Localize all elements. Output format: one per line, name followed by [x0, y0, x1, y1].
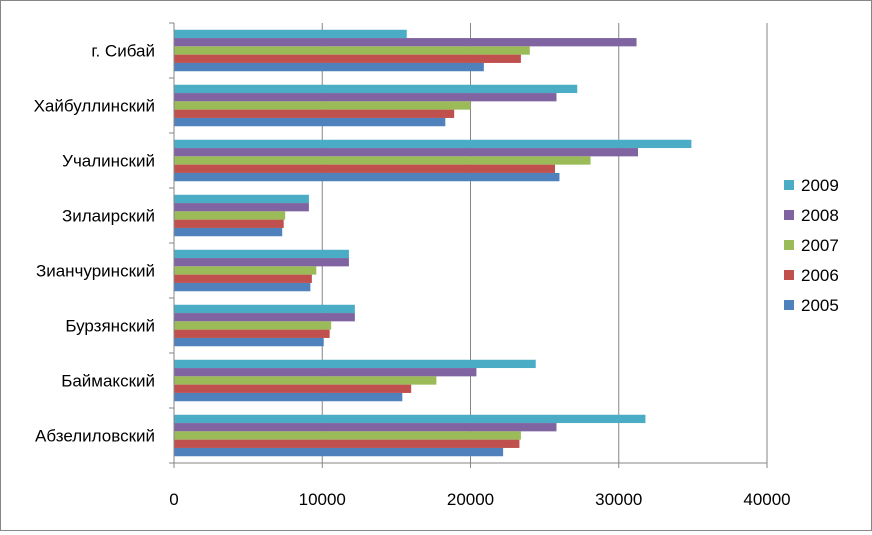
bar-2006-7 — [174, 439, 520, 448]
value-tick-label: 10000 — [299, 490, 346, 509]
bar-2006-1 — [174, 109, 455, 118]
bar-2009-3 — [174, 194, 309, 204]
category-label: Бурзянский — [65, 317, 155, 336]
bars — [174, 29, 692, 457]
bar-2008-6 — [174, 368, 477, 377]
bar-2005-5 — [174, 337, 324, 347]
category-label: Абзелиловский — [35, 427, 155, 446]
bar-2008-2 — [174, 148, 639, 157]
category-label: Хайбуллинский — [34, 97, 155, 116]
bar-2005-0 — [174, 62, 484, 72]
bar-2006-0 — [174, 54, 521, 63]
value-tick-label: 20000 — [447, 490, 494, 509]
legend-swatch-2007 — [784, 240, 794, 250]
bar-2006-5 — [174, 329, 330, 338]
legend: 2009 2008 2007 2006 2005 — [784, 176, 839, 315]
bar-2009-1 — [174, 84, 578, 94]
category-label: Зилаирский — [62, 207, 155, 226]
legend-label-2008: 2008 — [801, 206, 839, 225]
bar-2009-0 — [174, 29, 407, 39]
bar-2005-6 — [174, 392, 403, 402]
bar-2009-5 — [174, 304, 355, 314]
bar-2005-7 — [174, 447, 504, 457]
bar-2007-7 — [174, 431, 521, 440]
category-axis-labels: г. Сибай Хайбуллинский Учалинский Зилаирски… — [34, 42, 155, 446]
bar-2007-5 — [174, 321, 332, 330]
value-tick-label: 30000 — [595, 490, 642, 509]
bar-2009-7 — [174, 414, 646, 424]
bar-2007-4 — [174, 266, 317, 275]
value-axis-labels: 0 10000 20000 30000 40000 — [169, 490, 790, 509]
bar-2008-5 — [174, 313, 355, 322]
bar-2007-6 — [174, 376, 437, 385]
bar-2006-3 — [174, 219, 284, 228]
bar-2007-1 — [174, 101, 471, 110]
bar-2006-6 — [174, 384, 412, 393]
bar-2005-4 — [174, 282, 311, 292]
bar-2007-2 — [174, 156, 591, 165]
legend-label-2009: 2009 — [801, 176, 839, 195]
bar-2009-6 — [174, 359, 536, 369]
category-label: Баймакский — [61, 372, 155, 391]
category-label: г. Сибай — [91, 42, 155, 61]
bar-2006-4 — [174, 274, 312, 283]
legend-swatch-2009 — [784, 180, 794, 190]
bar-2007-3 — [174, 211, 286, 220]
bar-2008-3 — [174, 203, 309, 212]
legend-swatch-2008 — [784, 210, 794, 220]
bar-2007-0 — [174, 46, 530, 55]
category-label: Зианчуринский — [36, 262, 155, 281]
legend-swatch-2005 — [784, 300, 794, 310]
bar-2005-3 — [174, 227, 283, 237]
bar-2005-1 — [174, 117, 446, 127]
legend-swatch-2006 — [784, 270, 794, 280]
legend-label-2007: 2007 — [801, 236, 839, 255]
value-tick-label: 0 — [169, 490, 178, 509]
value-tick-label: 40000 — [743, 490, 790, 509]
bar-2008-4 — [174, 258, 349, 267]
bar-2009-2 — [174, 139, 692, 149]
bar-2008-0 — [174, 38, 637, 47]
bar-2005-2 — [174, 172, 560, 182]
legend-label-2006: 2006 — [801, 266, 839, 285]
bar-2009-4 — [174, 249, 349, 259]
axes — [169, 22, 768, 468]
legend-label-2005: 2005 — [801, 296, 839, 315]
bar-2006-2 — [174, 164, 556, 173]
bar-2008-1 — [174, 93, 557, 102]
category-label: Учалинский — [62, 152, 155, 171]
bar-2008-7 — [174, 423, 557, 432]
